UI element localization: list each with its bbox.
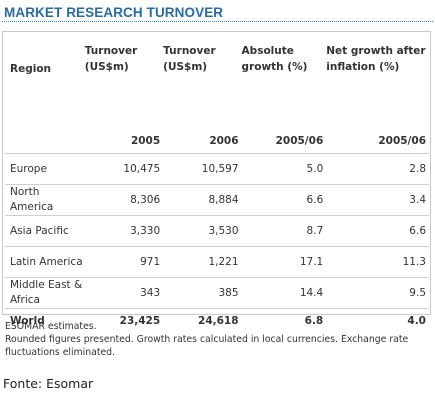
year-cell: 2005/06 xyxy=(378,135,426,147)
title-divider xyxy=(2,21,433,22)
absolute-growth-cell: 8.7 xyxy=(241,215,327,247)
year-cell: 2005 xyxy=(130,135,161,147)
region-cell: Latin America xyxy=(5,246,85,278)
net-growth-cell: 4.0 xyxy=(326,308,429,333)
region-cell: Middle East & Africa xyxy=(5,277,85,309)
header-turnover-2005: Turnover (US$m) xyxy=(84,45,138,73)
year-cell: 2006 xyxy=(209,135,239,147)
turnover-2006-cell: 1,221 xyxy=(163,246,242,278)
turnover-2006-cell: 8,884 xyxy=(163,184,242,216)
absolute-growth-cell: 17.1 xyxy=(241,246,327,278)
turnover-2005-cell: 8,306 xyxy=(84,184,164,216)
net-growth-cell: 2.8 xyxy=(326,153,429,185)
header-region: Region xyxy=(10,63,52,75)
turnover-2006-cell: 3,530 xyxy=(163,215,242,247)
table-row: North America 8,306 8,884 6.6 3.4 xyxy=(5,184,429,216)
turnover-2006-cell: 10,597 xyxy=(163,153,242,185)
table-header-row: Region Turnover (US$m) Turnover (US$m) A… xyxy=(5,34,429,133)
turnover-table-box: Region Turnover (US$m) Turnover (US$m) A… xyxy=(2,31,431,333)
net-growth-cell: 6.6 xyxy=(326,215,429,247)
turnover-2006-cell: 24,618 xyxy=(163,308,242,333)
source-credit: Fonte: Esomar xyxy=(3,376,94,391)
years-empty-cell xyxy=(5,133,85,154)
turnover-2005-cell: 10,475 xyxy=(84,153,164,185)
table-years-row: 2005 2006 2005/06 2005/06 xyxy=(5,133,429,154)
absolute-growth-cell: 6.8 xyxy=(241,308,327,333)
turnover-2005-cell: 23,425 xyxy=(84,308,164,333)
turnover-2006-cell: 385 xyxy=(163,277,242,309)
turnover-2005-cell: 971 xyxy=(84,246,164,278)
footnotes: ESOMAR estimates. Rounded figures presen… xyxy=(5,320,425,359)
absolute-growth-cell: 6.6 xyxy=(241,184,327,216)
turnover-table: Region Turnover (US$m) Turnover (US$m) A… xyxy=(5,34,429,333)
table-row: Europe 10,475 10,597 5.0 2.8 xyxy=(5,153,429,185)
table-total-row: World 23,425 24,618 6.8 4.0 xyxy=(5,308,429,333)
footnote: Rounded figures presented. Growth rates … xyxy=(5,334,409,358)
absolute-growth-cell: 5.0 xyxy=(241,153,327,185)
table-row: Middle East & Africa 343 385 14.4 9.5 xyxy=(5,277,429,309)
absolute-growth-cell: 14.4 xyxy=(241,277,327,309)
header-turnover-2006: Turnover (US$m) xyxy=(163,45,216,73)
region-cell: Europe xyxy=(5,153,85,185)
region-cell: World xyxy=(5,308,85,333)
header-net-growth: Net growth after inflation (%) xyxy=(326,45,426,73)
panel-title: MARKET RESEARCH TURNOVER xyxy=(4,5,224,20)
turnover-2005-cell: 3,330 xyxy=(84,215,164,247)
region-cell: Asia Pacific xyxy=(5,215,85,247)
footnote: ESOMAR estimates. xyxy=(5,321,97,332)
header-absolute-growth: Absolute growth (%) xyxy=(241,45,308,73)
table-row: Latin America 971 1,221 17.1 11.3 xyxy=(5,246,429,278)
turnover-2005-cell: 343 xyxy=(84,277,164,309)
year-cell: 2005/06 xyxy=(275,135,324,147)
net-growth-cell: 11.3 xyxy=(326,246,429,278)
table-row: Asia Pacific 3,330 3,530 8.7 6.6 xyxy=(5,215,429,247)
region-cell: North America xyxy=(5,184,85,216)
net-growth-cell: 3.4 xyxy=(326,184,429,216)
net-growth-cell: 9.5 xyxy=(326,277,429,309)
